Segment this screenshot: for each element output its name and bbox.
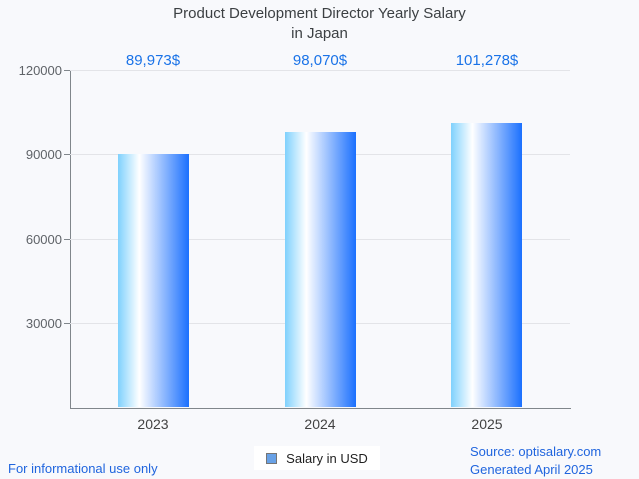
- x-category-label: 2023: [137, 416, 169, 432]
- y-tick-label: 30000: [25, 316, 62, 331]
- x-category-label: 2025: [471, 416, 503, 432]
- bar-value-label: 98,070$: [292, 52, 348, 69]
- chart-legend: Salary in USD: [254, 446, 380, 470]
- x-axis-line: [70, 408, 571, 409]
- y-tick-mark: [64, 239, 70, 240]
- x-category-label: 2024: [304, 416, 336, 432]
- y-gridline: [70, 70, 570, 71]
- legend-label: Salary in USD: [286, 450, 368, 466]
- salary-bar: [285, 132, 356, 407]
- salary-bar: [118, 154, 189, 407]
- y-tick-mark: [64, 154, 70, 155]
- source-line: Source: optisalary.com: [470, 444, 602, 459]
- generated-line: Generated April 2025: [470, 462, 593, 477]
- bar-value-label: 101,278$: [455, 52, 519, 69]
- salary-bar: [451, 123, 522, 407]
- disclaimer-text: For informational use only: [8, 461, 158, 476]
- y-tick-label: 120000: [18, 63, 62, 78]
- y-tick-label: 60000: [25, 232, 62, 247]
- y-tick-label: 90000: [25, 147, 62, 162]
- legend-marker-icon: [266, 452, 278, 464]
- y-tick-mark: [64, 70, 70, 71]
- source-attribution: Source: optisalary.com Generated April 2…: [470, 443, 601, 479]
- chart-title: Product Development Director Yearly Sala…: [173, 5, 466, 42]
- bar-value-label: 89,973$: [125, 52, 181, 69]
- y-tick-mark: [64, 323, 70, 324]
